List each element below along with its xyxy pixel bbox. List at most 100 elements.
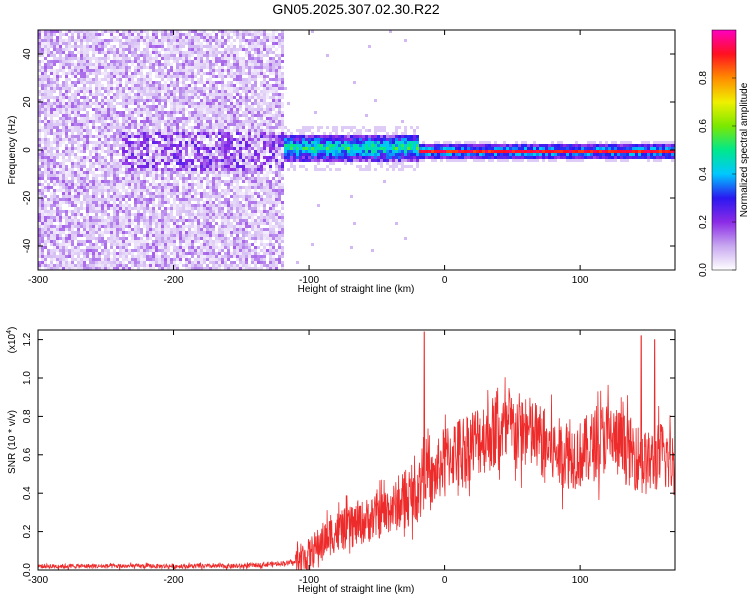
spectrogram-cell [77, 255, 80, 258]
spectrogram-cell [122, 231, 125, 234]
spectrogram-cell [119, 261, 122, 264]
spectrogram-cell [47, 102, 50, 105]
spectrogram-cell [224, 264, 227, 267]
spectrogram-cell [140, 258, 143, 261]
spectrogram-cell [188, 126, 191, 129]
spectrogram-cell [56, 237, 59, 240]
spectrogram-cell [158, 60, 161, 63]
spectrogram-cell [47, 225, 50, 228]
spectrogram-cell [125, 225, 128, 228]
spectrogram-cell [245, 240, 248, 243]
spectrogram-cell [233, 57, 236, 60]
spectrogram-cell [125, 60, 128, 63]
spectrogram-cell [59, 258, 62, 261]
spectrogram-cell [158, 90, 161, 93]
spectrogram-cell [227, 105, 230, 108]
spectrogram-cell [155, 258, 158, 261]
spectrogram-cell [143, 168, 146, 171]
spectrogram-cell [254, 78, 257, 81]
spectrogram-cell [119, 264, 122, 267]
spectrogram-cell [152, 159, 155, 162]
spectrogram-cell [125, 135, 128, 138]
spectrogram-cell [176, 234, 179, 237]
spectrogram-cell [248, 105, 251, 108]
spectrogram-cell [83, 54, 86, 57]
spectrogram-cell [179, 93, 182, 96]
spectrogram-cell [167, 240, 170, 243]
spectrogram-cell [41, 171, 44, 174]
spectrogram-cell [47, 108, 50, 111]
spectrogram-cell [224, 246, 227, 249]
spectrogram-cell [167, 120, 170, 123]
spectrogram-cell [80, 159, 83, 162]
spectrogram-cell [206, 135, 209, 138]
spectrogram-cell [218, 90, 221, 93]
spectrogram-cell [83, 51, 86, 54]
spectrogram-cell [41, 48, 44, 51]
spectrogram-cell [110, 153, 113, 156]
spectrogram-cell [107, 78, 110, 81]
spectrogram-cell [83, 228, 86, 231]
spectrogram-cell [143, 60, 146, 63]
spectrogram-cell [236, 189, 239, 192]
spectrogram-cell [140, 99, 143, 102]
spectrogram-cell [242, 69, 245, 72]
spectrogram-cell [251, 222, 254, 225]
spectrogram-cell [47, 249, 50, 252]
spectrogram-cell [38, 120, 41, 123]
spectrogram-cell [182, 192, 185, 195]
spectrogram-cell [47, 252, 50, 255]
spectrogram-cell [53, 237, 56, 240]
spectrogram-cell [182, 66, 185, 69]
spectrogram-cell [56, 120, 59, 123]
spectrogram-cell [71, 33, 74, 36]
spectrogram-cell [176, 57, 179, 60]
spectrogram-cell [218, 240, 221, 243]
spectrogram-cell [62, 129, 65, 132]
spectrogram-cell [203, 129, 206, 132]
spectrogram-cell [47, 138, 50, 141]
spectrogram-cell [137, 180, 140, 183]
spectrogram-cell [251, 198, 254, 201]
spectrogram-cell [95, 150, 98, 153]
spectrogram-cell [95, 117, 98, 120]
spectrogram-cell [122, 261, 125, 264]
spectrogram-cell [179, 219, 182, 222]
spectrogram-cell [152, 36, 155, 39]
spectrogram-cell [161, 159, 164, 162]
spectrogram-cell [242, 243, 245, 246]
spectrogram-cell [164, 30, 167, 33]
spectrogram-cell [245, 66, 248, 69]
spectrogram-cell [203, 207, 206, 210]
spectrogram-cell [161, 99, 164, 102]
spectrogram-cell [179, 96, 182, 99]
spectrogram-cell [59, 105, 62, 108]
spectrogram-cell [251, 36, 254, 39]
spectrogram-cell [233, 75, 236, 78]
spectrogram-cell [143, 255, 146, 258]
spectrogram-cell [254, 72, 257, 75]
spectrogram-cell [134, 162, 137, 165]
spectrogram-cell [95, 222, 98, 225]
spectrogram-cell [227, 72, 230, 75]
spectrogram-cell [221, 69, 224, 72]
spectrogram-cell [152, 183, 155, 186]
spectrogram-cell [41, 159, 44, 162]
spectrogram-cell [215, 102, 218, 105]
spectrogram-cell [182, 162, 185, 165]
spectrogram-cell [164, 72, 167, 75]
spectrogram-cell [218, 102, 221, 105]
spectrogram-cell [209, 138, 212, 141]
spectrogram-cell [245, 171, 248, 174]
spectrogram-cell [47, 216, 50, 219]
spectrogram-cell [248, 51, 251, 54]
spectrogram-cell [122, 159, 125, 162]
spectrogram-cell [116, 246, 119, 249]
spectrogram-cell [74, 246, 77, 249]
spectrogram-cell [230, 48, 233, 51]
spectrogram-cell [209, 48, 212, 51]
spectrogram-cell [41, 249, 44, 252]
spectrogram-cell [230, 165, 233, 168]
spectrogram-cell [134, 237, 137, 240]
spectrogram-cell [119, 147, 122, 150]
